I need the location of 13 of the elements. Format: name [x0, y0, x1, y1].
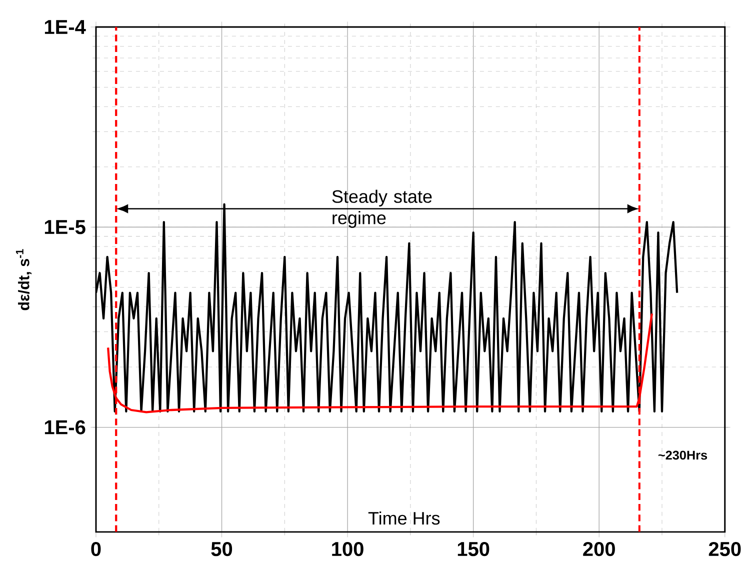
- annotation: ~230Hrs: [658, 450, 708, 460]
- y-tick-label: 1E-6: [44, 420, 86, 434]
- x-tick-label: 50: [211, 542, 232, 556]
- y-tick-label: 1E-5: [44, 220, 86, 234]
- annotation: Steady state regime: [332, 190, 432, 228]
- y-axis-title: dε/dt, s$^{-1}$: [16, 249, 32, 310]
- x-tick-label: 250: [708, 542, 741, 556]
- x-tick-label: 100: [332, 542, 364, 556]
- x-axis-title: Time Hrs: [368, 512, 440, 525]
- x-tick-label: 200: [583, 542, 615, 556]
- x-tick-label: 150: [458, 542, 490, 556]
- y-tick-label: 1E-4: [44, 20, 86, 34]
- x-tick-label: 0: [91, 542, 101, 556]
